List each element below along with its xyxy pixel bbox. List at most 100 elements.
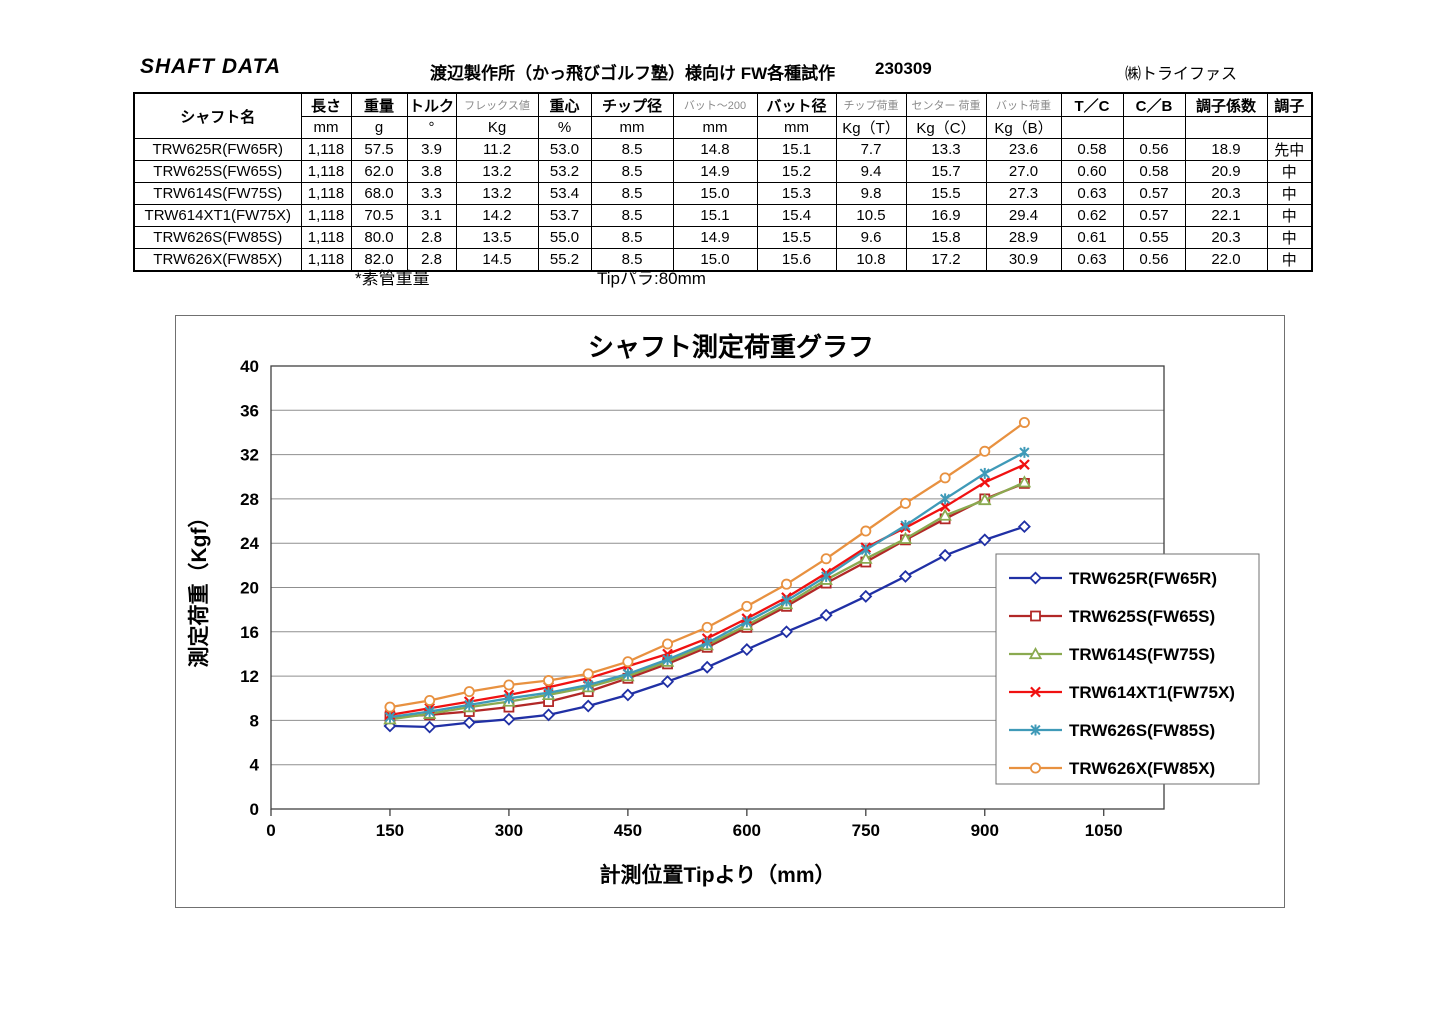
- shaft-name-cell: TRW626X(FW85X): [133, 248, 302, 272]
- col-header: T／C: [1060, 92, 1124, 117]
- diamond-marker: [542, 708, 556, 722]
- value-cell: 28.9: [985, 226, 1062, 249]
- chart-legend: [995, 553, 1260, 785]
- star-marker: [821, 570, 832, 582]
- value-cell: 11.2: [455, 138, 539, 161]
- value-cell: 1,118: [300, 182, 352, 205]
- tip-parallel-note: Tipパラ:80mm: [597, 269, 706, 288]
- x-tick-label: 300: [495, 821, 523, 840]
- col-header: チップ荷重: [835, 92, 907, 117]
- y-axis-title: 測定荷重（Kgf）: [187, 507, 211, 668]
- x-marker: [979, 476, 991, 488]
- value-cell: 8.5: [590, 160, 674, 183]
- col-unit: [1060, 116, 1124, 139]
- value-cell: 8.5: [590, 204, 674, 227]
- value-cell: 7.7: [835, 138, 907, 161]
- y-tick-label: 12: [240, 667, 259, 686]
- value-cell: 15.6: [756, 248, 837, 272]
- col-header: バット～200: [672, 92, 758, 117]
- diamond-marker: [661, 675, 675, 689]
- col-header: 重量: [350, 92, 408, 117]
- value-cell: 0.56: [1122, 248, 1186, 272]
- value-cell: 82.0: [350, 248, 408, 272]
- x-tick-label: 750: [852, 821, 880, 840]
- star-marker: [424, 706, 435, 718]
- value-cell: 14.9: [672, 160, 758, 183]
- value-cell: 10.5: [835, 204, 907, 227]
- star-marker: [940, 493, 951, 505]
- value-cell: 23.6: [985, 138, 1062, 161]
- table-row: TRW625S(FW65S) 1,118 62.0 3.8 13.2 53.2 8.5 14.…: [133, 160, 1313, 183]
- shaft-name-cell: TRW626S(FW85S): [133, 226, 302, 249]
- value-cell: 13.2: [455, 182, 539, 205]
- value-cell: 20.3: [1184, 182, 1268, 205]
- diamond-marker: [898, 569, 912, 583]
- x-tick-label: 450: [614, 821, 642, 840]
- circle-marker: [860, 525, 872, 537]
- value-cell: 中: [1266, 182, 1313, 205]
- value-cell: 15.0: [672, 182, 758, 205]
- value-cell: 15.1: [756, 138, 837, 161]
- circle-marker: [424, 694, 436, 706]
- company-name: ㈱トライファス: [1125, 66, 1238, 83]
- diamond-marker: [423, 720, 437, 734]
- col-unit: Kg（C）: [905, 116, 987, 139]
- star-marker: [781, 595, 792, 607]
- value-cell: 9.6: [835, 226, 907, 249]
- value-cell: 15.1: [672, 204, 758, 227]
- value-cell: 14.2: [455, 204, 539, 227]
- diamond-marker: [780, 625, 793, 639]
- value-cell: 18.9: [1184, 138, 1268, 161]
- star-marker: [464, 699, 475, 711]
- value-cell: 9.8: [835, 182, 907, 205]
- triangle-marker: [1028, 646, 1043, 660]
- value-cell: 3.9: [406, 138, 457, 161]
- value-cell: 29.4: [985, 204, 1062, 227]
- col-header: チップ径: [590, 92, 674, 117]
- x-axis-title: 計測位置Tipより（mm）: [599, 863, 835, 887]
- chart-title: シャフト測定荷重グラフ: [588, 332, 874, 362]
- circle-marker: [701, 621, 713, 633]
- y-tick-label: 32: [240, 446, 259, 465]
- legend-label: TRW614XT1(FW75X): [1069, 683, 1235, 702]
- value-cell: 1,118: [300, 248, 352, 272]
- circle-marker: [939, 472, 951, 484]
- circle-marker: [582, 668, 594, 680]
- value-cell: 8.5: [590, 138, 674, 161]
- value-cell: 2.8: [406, 226, 457, 249]
- star-marker: [543, 687, 554, 699]
- value-cell: 70.5: [350, 204, 408, 227]
- value-cell: 53.2: [537, 160, 592, 183]
- value-cell: 30.9: [985, 248, 1062, 272]
- diamond-marker: [978, 533, 992, 547]
- legend-label: TRW626S(FW85S): [1069, 721, 1215, 740]
- value-cell: 中: [1266, 204, 1313, 227]
- value-cell: 1,118: [300, 160, 352, 183]
- value-cell: 68.0: [350, 182, 408, 205]
- value-cell: 14.5: [455, 248, 539, 272]
- value-cell: 0.60: [1060, 160, 1124, 183]
- shaft-name-cell: TRW625S(FW65S): [133, 160, 302, 183]
- value-cell: 3.8: [406, 160, 457, 183]
- y-tick-label: 40: [240, 357, 259, 376]
- value-cell: 14.8: [672, 138, 758, 161]
- col-unit: Kg: [455, 116, 539, 139]
- star-marker: [1019, 446, 1030, 458]
- legend-label: TRW625S(FW65S): [1069, 607, 1215, 626]
- diamond-marker: [938, 548, 952, 562]
- col-header: 長さ: [300, 92, 352, 117]
- value-cell: 16.9: [905, 204, 987, 227]
- y-tick-label: 20: [240, 579, 259, 598]
- value-cell: 0.57: [1122, 182, 1186, 205]
- value-cell: 0.62: [1060, 204, 1124, 227]
- x-tick-label: 0: [266, 821, 275, 840]
- value-cell: 13.5: [455, 226, 539, 249]
- value-cell: 0.56: [1122, 138, 1186, 161]
- diamond-marker: [462, 716, 476, 730]
- diamond-marker: [1029, 571, 1042, 585]
- y-tick-label: 16: [240, 623, 259, 642]
- circle-marker: [662, 638, 674, 650]
- value-cell: 53.0: [537, 138, 592, 161]
